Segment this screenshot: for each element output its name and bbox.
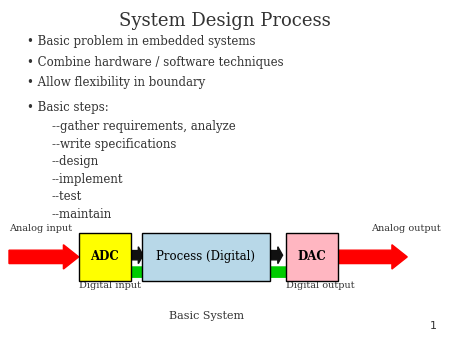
Text: --maintain: --maintain: [52, 208, 112, 221]
Text: • Allow flexibility in boundary: • Allow flexibility in boundary: [27, 76, 205, 89]
Text: Digital output: Digital output: [286, 281, 355, 290]
Text: --write specifications: --write specifications: [52, 138, 176, 150]
FancyArrow shape: [130, 263, 158, 281]
FancyArrow shape: [270, 263, 297, 281]
Text: --test: --test: [52, 190, 82, 203]
FancyArrow shape: [270, 247, 283, 264]
FancyBboxPatch shape: [286, 233, 338, 281]
FancyArrow shape: [9, 245, 79, 269]
Text: • Basic steps:: • Basic steps:: [27, 101, 109, 114]
Text: • Combine hardware / software techniques: • Combine hardware / software techniques: [27, 56, 284, 69]
Text: ADC: ADC: [90, 250, 119, 263]
FancyArrow shape: [130, 247, 143, 264]
Text: DAC: DAC: [297, 250, 326, 263]
FancyArrow shape: [338, 245, 407, 269]
Text: System Design Process: System Design Process: [119, 12, 331, 30]
Text: Process (Digital): Process (Digital): [157, 250, 256, 263]
Text: Analog output: Analog output: [371, 224, 441, 233]
Text: Analog input: Analog input: [9, 224, 72, 233]
Text: --implement: --implement: [52, 173, 123, 186]
FancyBboxPatch shape: [142, 233, 270, 281]
Text: --gather requirements, analyze: --gather requirements, analyze: [52, 120, 235, 133]
Text: Basic System: Basic System: [170, 311, 244, 321]
Text: --design: --design: [52, 155, 99, 168]
Text: • Basic problem in embedded systems: • Basic problem in embedded systems: [27, 35, 256, 48]
Text: Digital input: Digital input: [79, 281, 141, 290]
Text: 1: 1: [429, 321, 436, 331]
FancyBboxPatch shape: [79, 233, 130, 281]
